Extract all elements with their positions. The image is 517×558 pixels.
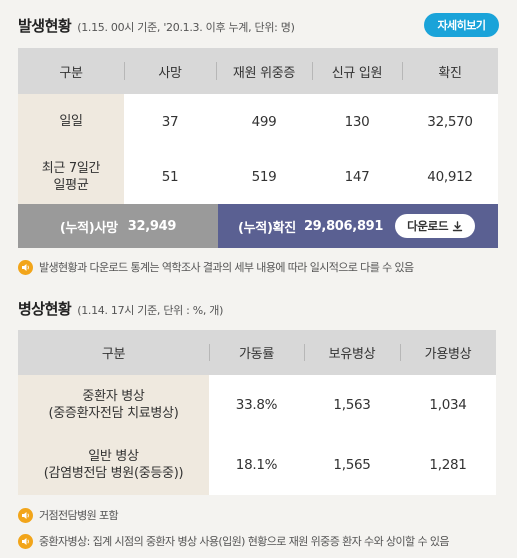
outbreak-table: 구분 사망 재원 위중증 신규 입원 확진 일일 37 499 130 32,5… <box>18 48 498 204</box>
avg-deaths: 51 <box>124 149 216 204</box>
general-available: 1,281 <box>400 435 496 495</box>
icu-owned: 1,563 <box>304 375 400 435</box>
beds-note-2: 중환자병상: 집계 시점의 중환자 병상 사용(입원) 현황으로 재원 위중증 … <box>18 533 449 549</box>
outbreak-header: 발생현황 (1.15. 00시 기준, '20.1.3. 이후 누계, 단위: … <box>18 15 295 36</box>
cumulative-confirmed-label: (누적)확진 <box>238 217 296 236</box>
speaker-icon <box>18 534 33 549</box>
table-row: 일일 37 499 130 32,570 <box>18 94 498 149</box>
col-header-category: 구분 <box>18 48 124 94</box>
detail-view-button[interactable]: 자세히보기 <box>424 13 499 37</box>
avg-confirmed: 40,912 <box>402 149 498 204</box>
beds-header: 병상현황 (1.14. 17시 기준, 단위 : %, 개) <box>18 298 223 319</box>
beds-col-header-category: 구분 <box>18 330 209 375</box>
beds-note-1-text: 거점전담병원 포함 <box>39 507 118 523</box>
daily-deaths: 37 <box>124 94 216 149</box>
table-row: 일반 병상 (감염병전담 병원(중등중)) 18.1% 1,565 1,281 <box>18 435 496 495</box>
general-utilization: 18.1% <box>209 435 304 495</box>
daily-confirmed: 32,570 <box>402 94 498 149</box>
cumulative-deaths-value: 32,949 <box>128 219 176 234</box>
cumulative-deaths: (누적)사망 32,949 <box>18 204 218 248</box>
speaker-icon <box>18 260 33 275</box>
table-row: 중환자 병상 (중증환자전담 치료병상) 33.8% 1,563 1,034 <box>18 375 496 435</box>
avg-critical: 519 <box>216 149 312 204</box>
speaker-icon <box>18 508 33 523</box>
beds-col-header-utilization: 가동률 <box>209 330 304 375</box>
row-label-icu-beds: 중환자 병상 (중증환자전담 치료병상) <box>18 375 209 435</box>
download-label: 다운로드 <box>407 218 448 234</box>
cumulative-confirmed: (누적)확진 29,806,891 다운로드 <box>218 204 498 248</box>
col-header-confirmed: 확진 <box>402 48 498 94</box>
beds-col-header-available: 가용병상 <box>400 330 496 375</box>
cumulative-deaths-label: (누적)사망 <box>60 217 118 236</box>
beds-note-1: 거점전담병원 포함 <box>18 507 118 523</box>
table-header-row: 구분 가동률 보유병상 가용병상 <box>18 330 496 375</box>
table-row: 최근 7일간 일평균 51 519 147 40,912 <box>18 149 498 204</box>
cumulative-bar: (누적)사망 32,949 (누적)확진 29,806,891 다운로드 <box>18 204 498 248</box>
download-button[interactable]: 다운로드 <box>395 214 475 238</box>
row-label-daily: 일일 <box>18 94 124 149</box>
col-header-new-admission: 신규 입원 <box>312 48 402 94</box>
daily-new-admission: 130 <box>312 94 402 149</box>
beds-title: 병상현황 <box>18 298 71 319</box>
outbreak-title: 발생현황 <box>18 15 71 36</box>
icu-available: 1,034 <box>400 375 496 435</box>
row-label-7day-avg: 최근 7일간 일평균 <box>18 149 124 204</box>
beds-col-header-owned: 보유병상 <box>304 330 400 375</box>
col-header-critical: 재원 위중증 <box>216 48 312 94</box>
outbreak-note-text: 발생현황과 다운로드 통계는 역학조사 결과의 세부 내용에 따라 일시적으로 … <box>39 259 414 275</box>
daily-critical: 499 <box>216 94 312 149</box>
icu-utilization: 33.8% <box>209 375 304 435</box>
cumulative-confirmed-value: 29,806,891 <box>304 219 383 234</box>
table-header-row: 구분 사망 재원 위중증 신규 입원 확진 <box>18 48 498 94</box>
download-icon <box>452 221 463 232</box>
beds-table: 구분 가동률 보유병상 가용병상 중환자 병상 (중증환자전담 치료병상) 33… <box>18 330 496 495</box>
col-header-deaths: 사망 <box>124 48 216 94</box>
beds-subtitle: (1.14. 17시 기준, 단위 : %, 개) <box>77 302 223 318</box>
avg-new-admission: 147 <box>312 149 402 204</box>
beds-note-2-text: 중환자병상: 집계 시점의 중환자 병상 사용(입원) 현황으로 재원 위중증 … <box>39 533 449 549</box>
general-owned: 1,565 <box>304 435 400 495</box>
outbreak-subtitle: (1.15. 00시 기준, '20.1.3. 이후 누계, 단위: 명) <box>77 19 294 35</box>
outbreak-note: 발생현황과 다운로드 통계는 역학조사 결과의 세부 내용에 따라 일시적으로 … <box>18 259 414 275</box>
row-label-general-beds: 일반 병상 (감염병전담 병원(중등중)) <box>18 435 209 495</box>
